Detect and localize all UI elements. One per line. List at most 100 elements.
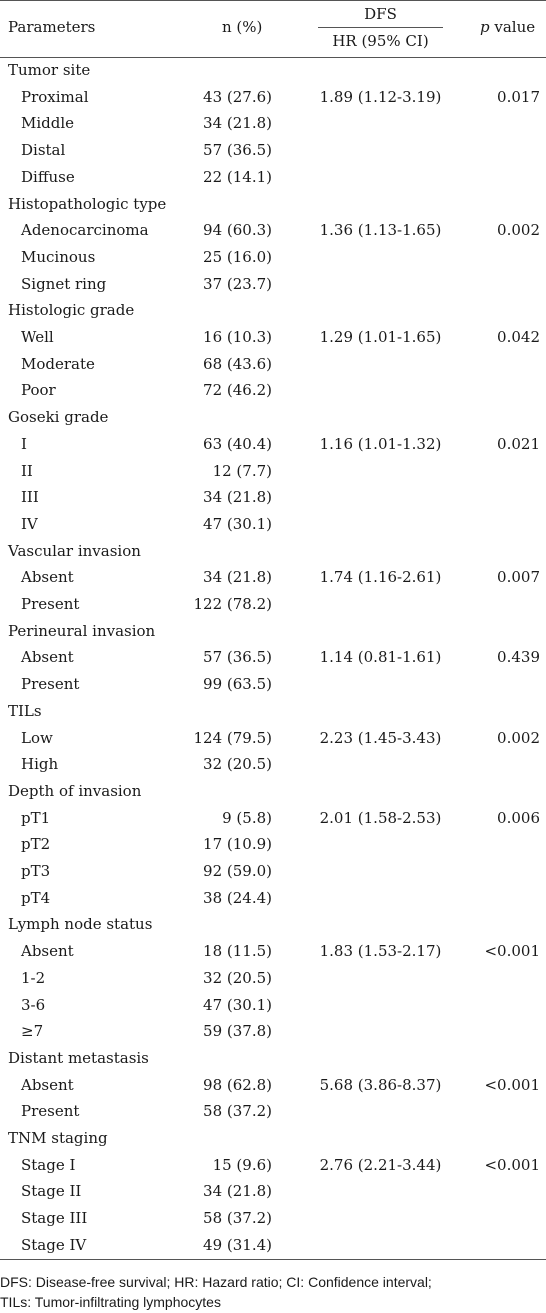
- group-label: Vascular invasion: [8, 541, 141, 560]
- row-label: Moderate: [21, 354, 95, 373]
- row-hazard-ratio: 2.01 (1.58-2.53): [319, 808, 442, 827]
- row-n-percent: 22 (14.1): [203, 167, 272, 186]
- table-row: Adenocarcinoma 94 (60.3) 1.36 (1.13-1.65) 0…: [0, 217, 546, 244]
- row-p-value: <0.001: [484, 1075, 540, 1094]
- row-label: Stage I: [21, 1155, 76, 1174]
- row-label: High: [21, 755, 59, 774]
- row-n-percent: 34 (21.8): [203, 114, 272, 133]
- group-header-row: Vascular invasion: [0, 538, 546, 565]
- row-n-percent: 15 (9.6): [212, 1155, 272, 1174]
- group-label: Lymph node status: [8, 915, 153, 934]
- table-row: Mucinous 25 (16.0): [0, 244, 546, 271]
- row-label: Diffuse: [21, 167, 75, 186]
- row-p-value: 0.017: [497, 87, 540, 106]
- group-header-row: Lymph node status: [0, 911, 546, 938]
- row-p-value: 0.006: [497, 808, 540, 827]
- row-hazard-ratio: 1.29 (1.01-1.65): [319, 328, 442, 346]
- row-label: Mucinous: [21, 247, 96, 266]
- footnote-line-2: TILs: Tumor-infiltrating lymphocytes: [0, 1294, 221, 1310]
- row-hazard-ratio: 1.83 (1.53-2.17): [319, 942, 442, 961]
- row-n-percent: 34 (21.8): [203, 1182, 272, 1201]
- table-row: III 34 (21.8): [0, 484, 546, 511]
- table-row: Stage I 15 (9.6) 2.76 (2.21-3.44) <0.001: [0, 1152, 546, 1179]
- dfs-underline: [318, 27, 443, 28]
- table-row: Present 58 (37.2): [0, 1098, 546, 1125]
- table-row: pT2 17 (10.9): [0, 831, 546, 858]
- row-p-value: 0.002: [497, 221, 540, 240]
- row-n-percent: 92 (59.0): [203, 862, 272, 880]
- row-label: Absent: [21, 568, 74, 587]
- group-header-row: TNM staging: [0, 1125, 546, 1152]
- table-row: pT1 9 (5.8) 2.01 (1.58-2.53) 0.006: [0, 805, 546, 832]
- table-row: I 63 (40.4) 1.16 (1.01-1.32) 0.021: [0, 431, 546, 458]
- row-label: III: [21, 488, 39, 507]
- table-row: ≥7 59 (37.8): [0, 1018, 546, 1045]
- table-row: Well 16 (10.3) 1.29 (1.01-1.65) 0.042: [0, 324, 546, 351]
- row-hazard-ratio: 2.76 (2.21-3.44): [319, 1155, 442, 1174]
- row-n-percent: 49 (31.4): [203, 1235, 272, 1254]
- header-p-value: p value: [480, 18, 535, 36]
- table-row: Middle 34 (21.8): [0, 110, 546, 137]
- row-n-percent: 68 (43.6): [203, 354, 272, 373]
- table-row: Low 124 (79.5) 2.23 (1.45-3.43) 0.002: [0, 725, 546, 752]
- table-row: Distal 57 (36.5): [0, 137, 546, 164]
- row-n-percent: 12 (7.7): [212, 461, 272, 480]
- row-hazard-ratio: 1.74 (1.16-2.61): [319, 568, 442, 587]
- group-label: Depth of invasion: [8, 781, 142, 800]
- header-p-rest: value: [489, 18, 536, 36]
- group-header-row: Distant metastasis: [0, 1045, 546, 1072]
- footnote-line-1: DFS: Disease-free survival; HR: Hazard r…: [0, 1274, 432, 1290]
- group-label: Perineural invasion: [8, 621, 156, 640]
- row-hazard-ratio: 5.68 (3.86-8.37): [319, 1075, 442, 1094]
- row-label: Middle: [21, 114, 75, 133]
- table-row: IV 47 (30.1): [0, 511, 546, 538]
- row-n-percent: 99 (63.5): [203, 675, 272, 694]
- row-hazard-ratio: 1.14 (0.81-1.61): [319, 648, 442, 667]
- row-n-percent: 94 (60.3): [203, 221, 272, 240]
- table-row: Diffuse 22 (14.1): [0, 164, 546, 191]
- row-n-percent: 63 (40.4): [203, 434, 272, 453]
- row-label: Stage III: [21, 1209, 88, 1228]
- row-p-value: 0.007: [497, 568, 540, 587]
- table-row: Absent 57 (36.5) 1.14 (0.81-1.61) 0.439: [0, 644, 546, 671]
- row-n-percent: 58 (37.2): [203, 1209, 272, 1228]
- row-n-percent: 58 (37.2): [203, 1102, 272, 1121]
- row-label: 3-6: [21, 995, 46, 1014]
- row-label: Present: [21, 675, 80, 694]
- row-hazard-ratio: 1.36 (1.13-1.65): [319, 221, 442, 240]
- header-n: n (%): [222, 18, 263, 36]
- row-hazard-ratio: 1.89 (1.12-3.19): [319, 87, 442, 106]
- row-n-percent: 25 (16.0): [203, 247, 272, 266]
- row-hazard-ratio: 2.23 (1.45-3.43): [319, 728, 442, 747]
- row-label: Distal: [21, 141, 66, 160]
- table-row: Present 99 (63.5): [0, 671, 546, 698]
- table-row: Stage III 58 (37.2): [0, 1205, 546, 1232]
- table-header: Parameters n (%) DFS HR (95% CI) p value: [0, 0, 546, 57]
- row-label: Low: [21, 728, 53, 747]
- row-n-percent: 32 (20.5): [203, 968, 272, 987]
- row-label: Adenocarcinoma: [21, 221, 149, 240]
- row-label: Present: [21, 1102, 80, 1121]
- row-label: Absent: [21, 942, 74, 961]
- row-label: 1-2: [21, 968, 46, 987]
- table-row: Signet ring 37 (23.7): [0, 271, 546, 298]
- row-n-percent: 47 (30.1): [203, 514, 272, 533]
- group-header-row: Tumor site: [0, 57, 546, 84]
- header-parameters: Parameters: [8, 18, 96, 36]
- row-label: ≥7: [21, 1022, 44, 1041]
- row-label: pT2: [21, 835, 51, 854]
- table-row: Present 122 (78.2): [0, 591, 546, 618]
- header-hr: HR (95% CI): [332, 32, 429, 50]
- row-label: Stage II: [21, 1182, 82, 1201]
- table-row: Absent 18 (11.5) 1.83 (1.53-2.17) <0.001: [0, 938, 546, 965]
- row-n-percent: 59 (37.8): [203, 1022, 272, 1041]
- row-n-percent: 38 (24.4): [203, 888, 272, 907]
- row-n-percent: 34 (21.8): [203, 488, 272, 507]
- group-label: TNM staging: [8, 1129, 108, 1147]
- row-n-percent: 98 (62.8): [203, 1075, 272, 1094]
- row-label: Absent: [21, 1075, 74, 1094]
- row-p-value: 0.439: [497, 648, 540, 667]
- table-row: 3-6 47 (30.1): [0, 992, 546, 1019]
- group-header-row: Histopathologic type: [0, 191, 546, 218]
- header-bottom-rule: [0, 57, 546, 58]
